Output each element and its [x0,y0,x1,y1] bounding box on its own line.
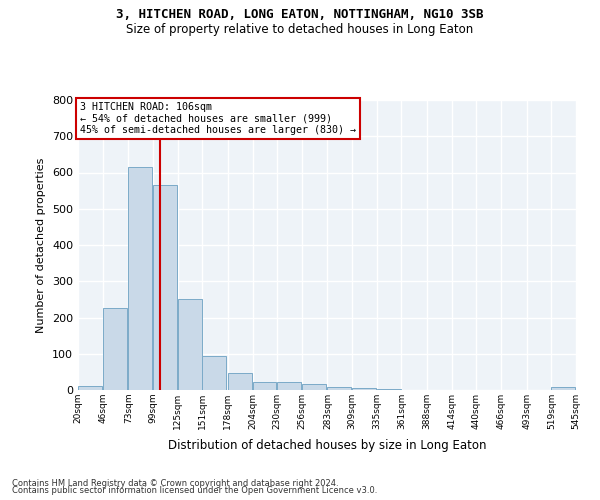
Bar [78,386,102,390]
Bar [328,388,352,390]
Bar [277,382,301,390]
Bar [128,167,152,390]
Bar [103,308,127,390]
Bar [178,300,202,390]
Text: 3, HITCHEN ROAD, LONG EATON, NOTTINGHAM, NG10 3SB: 3, HITCHEN ROAD, LONG EATON, NOTTINGHAM,… [116,8,484,20]
Bar [352,388,376,390]
Bar [153,185,177,390]
Bar [551,387,575,390]
Text: Distribution of detached houses by size in Long Eaton: Distribution of detached houses by size … [168,440,486,452]
Bar [302,384,326,390]
Bar [202,356,226,390]
Text: Contains HM Land Registry data © Crown copyright and database right 2024.: Contains HM Land Registry data © Crown c… [12,478,338,488]
Y-axis label: Number of detached properties: Number of detached properties [37,158,46,332]
Bar [253,382,277,390]
Bar [228,372,252,390]
Text: Contains public sector information licensed under the Open Government Licence v3: Contains public sector information licen… [12,486,377,495]
Text: 3 HITCHEN ROAD: 106sqm
← 54% of detached houses are smaller (999)
45% of semi-de: 3 HITCHEN ROAD: 106sqm ← 54% of detached… [80,102,356,135]
Text: Size of property relative to detached houses in Long Eaton: Size of property relative to detached ho… [127,22,473,36]
